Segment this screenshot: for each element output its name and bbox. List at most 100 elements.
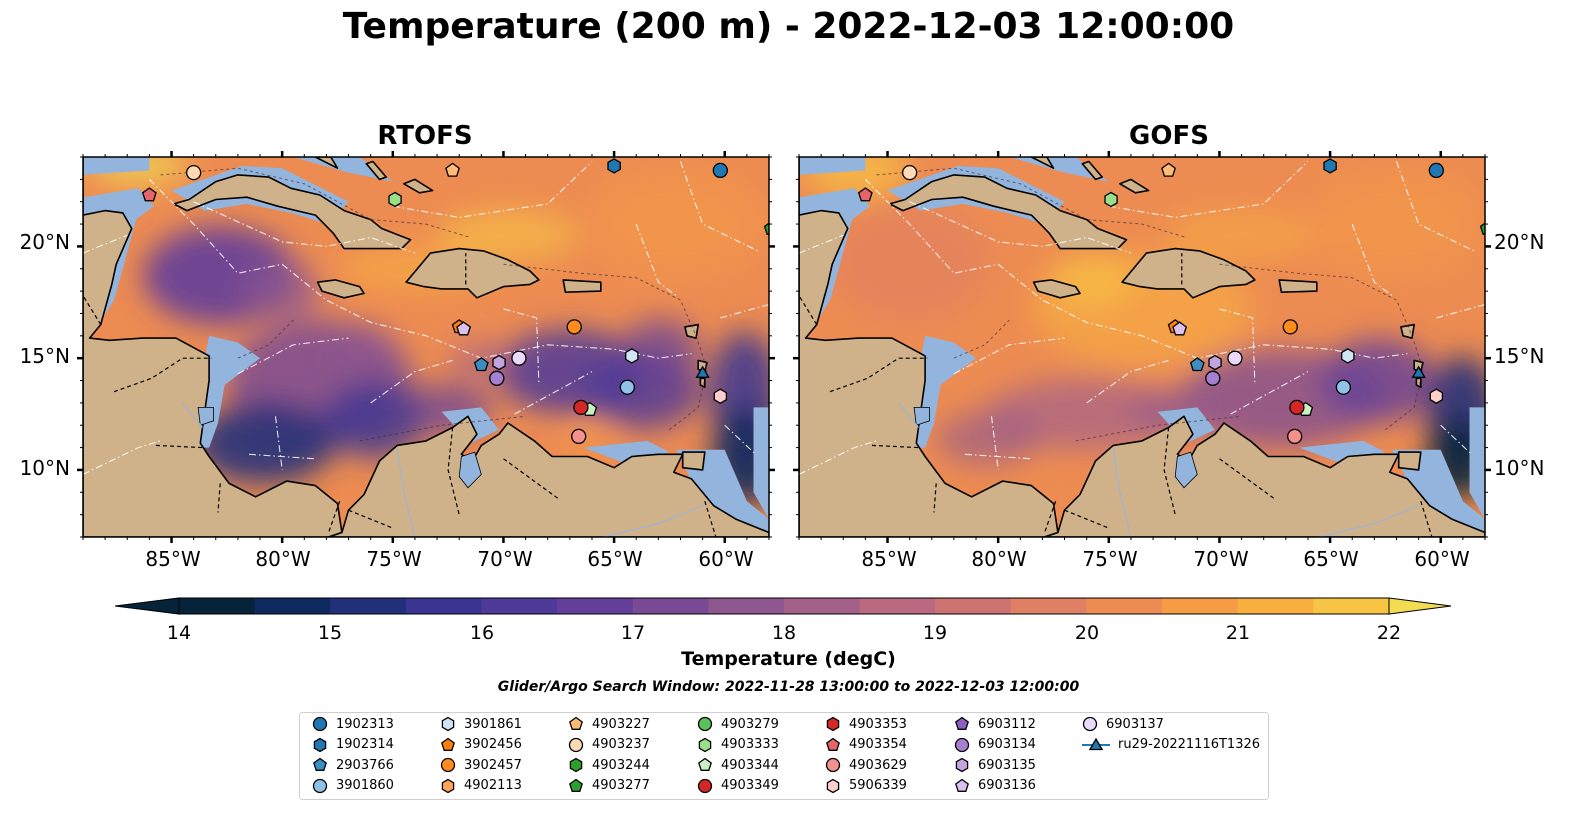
land-puertoRico — [1278, 279, 1318, 293]
eez-boundary — [953, 337, 1065, 375]
land-hispaniola — [1121, 247, 1256, 299]
legend-item: 6903137 — [1082, 714, 1164, 734]
eez-boundary — [1440, 424, 1473, 455]
lat-tick-label: 15°N — [19, 344, 70, 368]
legend-label: 6903134 — [978, 737, 1036, 752]
eez-boundary — [1436, 303, 1485, 319]
land-jamaica — [1032, 279, 1081, 299]
legend-marker-shape — [955, 757, 969, 773]
land-southAmerica — [1043, 415, 1485, 537]
shallow-shelf — [1469, 407, 1485, 520]
lon-tick-label: 75°W — [366, 547, 422, 571]
platform-marker-2903766 — [473, 357, 489, 372]
legend-label: 3902456 — [464, 737, 522, 752]
lat-tick-label: 20°N — [19, 230, 70, 254]
colorbar-tick-label: 21 — [1225, 622, 1251, 644]
colorbar-segment — [481, 598, 558, 614]
colorbar-segment — [254, 598, 331, 614]
legend-item: 5906339 — [825, 776, 907, 796]
legend-marker-circle — [825, 757, 841, 773]
land-centralAmerica — [799, 157, 1059, 537]
legend-marker-circle — [954, 737, 970, 752]
temperature-anomaly — [936, 411, 1038, 466]
colorbar-tick-label: 17 — [620, 622, 646, 644]
eez-boundary — [370, 359, 453, 404]
lon-tick-label: 60°W — [698, 547, 754, 571]
colorbar-segment — [1010, 598, 1088, 614]
colorbar-tick-label: 19 — [922, 622, 948, 644]
map-frame — [798, 156, 1486, 538]
temperature-anomaly — [326, 322, 393, 368]
legend-label: 3901861 — [464, 716, 522, 732]
land-trinidad — [681, 451, 706, 471]
eez-boundary — [720, 303, 769, 319]
legend-marker-shape — [955, 716, 969, 730]
lon-tick-label: 80°W — [971, 547, 1027, 571]
colorbar-label: Temperature (degC) — [681, 648, 896, 670]
country-border — [704, 501, 717, 537]
land-bahamas1 — [314, 157, 339, 169]
country-border — [113, 357, 212, 393]
legend-marker-pentagon — [955, 778, 969, 792]
temperature-anomaly — [242, 262, 322, 321]
legend-marker-pentagon — [569, 716, 583, 730]
land-bahamas2 — [1081, 160, 1104, 181]
legend-marker-hexagon — [569, 757, 583, 773]
eez-boundary — [149, 179, 692, 359]
legend-label: 2903766 — [336, 757, 394, 773]
legend-item: 4903354 — [825, 735, 907, 755]
colorbar-segment — [405, 598, 483, 614]
legend-item: 6903112 — [954, 714, 1036, 734]
platform-marker-4903354 — [857, 187, 873, 202]
colorbar-tick-label: 14 — [166, 622, 192, 644]
river — [898, 402, 919, 428]
legend-marker-hexagon — [313, 737, 327, 752]
legend-marker-hexagon — [441, 716, 455, 732]
lon-tick-label: 60°W — [1414, 547, 1470, 571]
legend-marker-hexagon — [441, 778, 455, 793]
legend-label: 4903353 — [849, 716, 907, 732]
country-border — [83, 295, 102, 325]
figure-title: Temperature (200 m) - 2022-12-03 12:00:0… — [342, 6, 1235, 47]
legend-marker-triangle-line — [1082, 737, 1110, 750]
search-window-text: Glider/Argo Search Window: 2022-11-28 13… — [497, 679, 1080, 695]
temperature-anomaly — [829, 203, 990, 321]
eez-boundary — [514, 371, 593, 415]
land-hispaniola — [405, 247, 540, 299]
eez-boundary — [83, 440, 161, 475]
legend-marker-pentagon — [826, 737, 840, 751]
lon-tick-label: 65°W — [587, 547, 643, 571]
colorbar-segment — [632, 598, 709, 614]
legend-marker-pentagon — [313, 757, 327, 771]
lake — [197, 406, 215, 426]
land-bahamas3 — [1119, 178, 1150, 194]
platform-marker-6903136 — [456, 321, 472, 336]
legend-marker-shape — [441, 778, 455, 793]
lat-tick-label: 15°N — [1494, 344, 1545, 368]
legend-marker-shape — [569, 716, 583, 730]
legend-marker-shape — [313, 737, 327, 752]
bathymetry-contour — [160, 167, 471, 238]
country-border — [503, 458, 560, 500]
legend-item: 4903244 — [568, 755, 650, 775]
colorbar-segment — [1237, 598, 1314, 614]
colorbar-segment — [1086, 598, 1163, 614]
colorbar-segment — [708, 598, 785, 614]
legend-label: 4903277 — [592, 778, 650, 793]
legend-item: 1902314 — [312, 735, 394, 755]
land-guadeloupe — [684, 323, 700, 339]
lon-tick-label: 80°W — [255, 547, 311, 571]
land-trinidad — [1397, 451, 1422, 471]
platform-marker-3901861 — [625, 348, 639, 364]
legend-item: 3902457 — [440, 755, 522, 775]
platform-marker-6903136 — [1172, 321, 1188, 336]
eez-boundary — [964, 453, 1032, 460]
legend-marker-shape — [955, 778, 969, 792]
country-border — [447, 427, 460, 515]
eez-boundary — [799, 440, 877, 475]
platform-marker-5906339 — [1429, 388, 1444, 404]
panel-title-gofs: GOFS — [1129, 121, 1209, 151]
legend-marker-hexagon — [826, 716, 840, 732]
country-border — [799, 295, 818, 325]
colorbar-segment — [1162, 598, 1239, 614]
